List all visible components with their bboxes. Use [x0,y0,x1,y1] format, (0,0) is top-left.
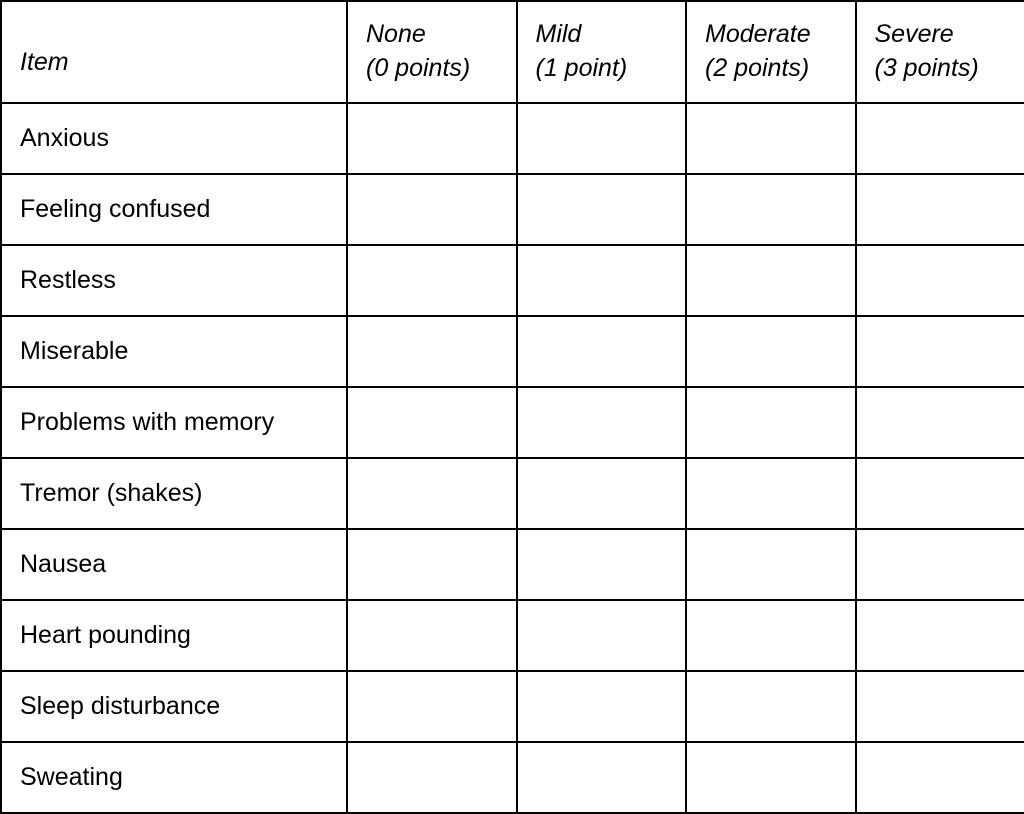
table-row: Nausea [1,529,1024,600]
row-item-label: Feeling confused [1,174,347,245]
row-item-label: Sweating [1,742,347,813]
table-row: Anxious [1,103,1024,174]
header-moderate-label-line1: Moderate [705,20,811,48]
row-cell-severe[interactable] [856,529,1024,600]
header-severe-label-line2: (3 points) [875,54,979,82]
table-row: Heart pounding [1,600,1024,671]
row-cell-none[interactable] [347,103,517,174]
row-cell-severe[interactable] [856,103,1024,174]
table-row: Restless [1,245,1024,316]
header-mild: Mild (1 point) [517,1,687,103]
table-body: Anxious Feeling confused Restless [1,103,1024,813]
row-cell-moderate[interactable] [686,600,856,671]
row-cell-moderate[interactable] [686,458,856,529]
header-none-label-line2: (0 points) [366,54,470,82]
row-cell-mild[interactable] [517,529,687,600]
assessment-table-container: Item None (0 points) Mild (1 point) Mode… [0,0,1024,812]
table-row: Tremor (shakes) [1,458,1024,529]
row-cell-mild[interactable] [517,316,687,387]
row-cell-severe[interactable] [856,600,1024,671]
row-item-label: Tremor (shakes) [1,458,347,529]
header-none-label-line1: None [366,20,426,48]
table-row: Sweating [1,742,1024,813]
row-cell-severe[interactable] [856,742,1024,813]
row-item-label: Nausea [1,529,347,600]
row-cell-severe[interactable] [856,671,1024,742]
row-cell-none[interactable] [347,174,517,245]
row-cell-mild[interactable] [517,103,687,174]
table-row: Feeling confused [1,174,1024,245]
header-none: None (0 points) [347,1,517,103]
row-item-label: Heart pounding [1,600,347,671]
row-cell-moderate[interactable] [686,529,856,600]
header-severe: Severe (3 points) [856,1,1024,103]
row-item-label: Sleep disturbance [1,671,347,742]
row-cell-none[interactable] [347,316,517,387]
header-severe-label-line1: Severe [875,20,954,48]
header-item: Item [1,1,347,103]
row-cell-mild[interactable] [517,174,687,245]
table-row: Sleep disturbance [1,671,1024,742]
header-item-label: Item [20,48,69,76]
row-cell-none[interactable] [347,671,517,742]
row-cell-severe[interactable] [856,174,1024,245]
row-cell-moderate[interactable] [686,103,856,174]
row-cell-mild[interactable] [517,600,687,671]
row-cell-mild[interactable] [517,458,687,529]
assessment-table: Item None (0 points) Mild (1 point) Mode… [0,0,1024,814]
row-cell-none[interactable] [347,529,517,600]
row-cell-none[interactable] [347,245,517,316]
row-cell-severe[interactable] [856,387,1024,458]
row-cell-severe[interactable] [856,316,1024,387]
header-moderate: Moderate (2 points) [686,1,856,103]
row-cell-severe[interactable] [856,245,1024,316]
row-cell-none[interactable] [347,600,517,671]
row-cell-mild[interactable] [517,245,687,316]
row-cell-mild[interactable] [517,671,687,742]
row-cell-mild[interactable] [517,387,687,458]
row-cell-moderate[interactable] [686,316,856,387]
row-cell-severe[interactable] [856,458,1024,529]
row-item-label: Miserable [1,316,347,387]
row-item-label: Problems with memory [1,387,347,458]
table-header-row: Item None (0 points) Mild (1 point) Mode… [1,1,1024,103]
row-item-label: Restless [1,245,347,316]
header-moderate-label-line2: (2 points) [705,54,809,82]
header-mild-label-line2: (1 point) [536,54,628,82]
row-cell-none[interactable] [347,458,517,529]
table-row: Problems with memory [1,387,1024,458]
row-cell-mild[interactable] [517,742,687,813]
row-cell-moderate[interactable] [686,742,856,813]
row-cell-moderate[interactable] [686,671,856,742]
row-cell-moderate[interactable] [686,245,856,316]
row-cell-none[interactable] [347,387,517,458]
row-cell-moderate[interactable] [686,387,856,458]
row-cell-none[interactable] [347,742,517,813]
row-cell-moderate[interactable] [686,174,856,245]
row-item-label: Anxious [1,103,347,174]
header-mild-label-line1: Mild [536,20,582,48]
table-row: Miserable [1,316,1024,387]
